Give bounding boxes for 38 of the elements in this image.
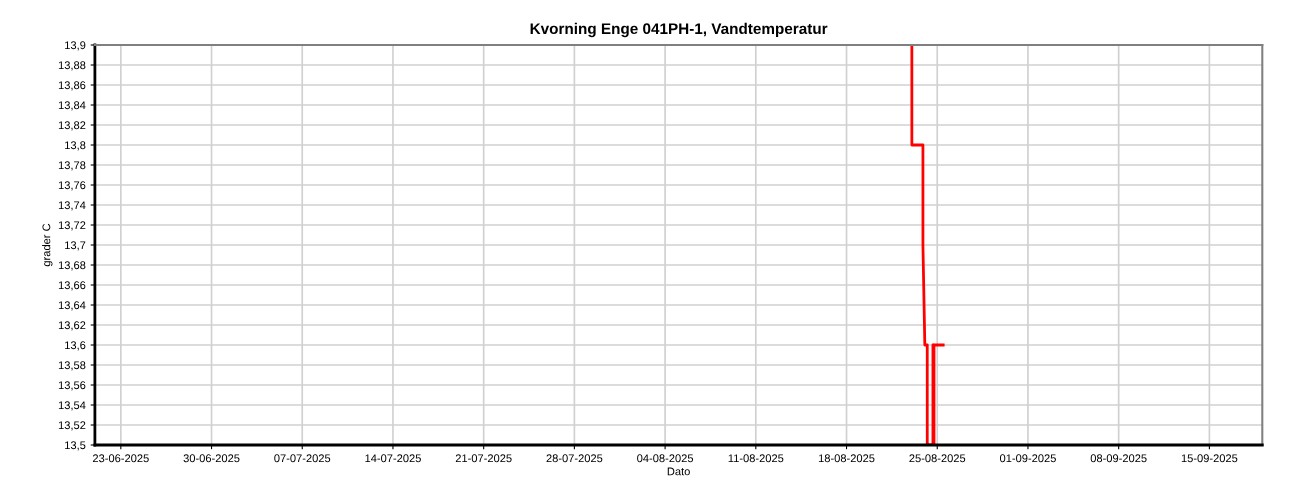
y-tick-label: 13,58 — [58, 361, 86, 371]
x-tick-label: 21-07-2025 — [455, 454, 512, 463]
x-tick-label: 14-07-2025 — [365, 454, 421, 463]
y-tick-label: 13,64 — [58, 301, 86, 311]
y-tick-label: 13,82 — [58, 121, 86, 131]
x-tick-label: 01-09-2025 — [999, 454, 1056, 463]
y-tick-label: 13,68 — [58, 261, 86, 271]
x-tick-label: 25-08-2025 — [909, 454, 966, 463]
y-tick-label: 13,54 — [58, 401, 86, 411]
x-tick-label: 11-08-2025 — [728, 454, 784, 463]
y-tick-label: 13,62 — [58, 321, 86, 331]
x-tick-label: 08-09-2025 — [1090, 454, 1147, 463]
y-tick-label: 13,78 — [58, 161, 86, 171]
y-axis-title: grader C — [42, 223, 53, 267]
y-tick-label: 13,86 — [58, 81, 86, 91]
x-tick-label: 28-07-2025 — [546, 454, 603, 463]
y-tick-label: 13,66 — [58, 281, 86, 291]
x-tick-label: 07-07-2025 — [274, 454, 331, 463]
chart-title: Kvorning Enge 041PH-1, Vandtemperatur — [530, 22, 828, 38]
y-tick-label: 13,8 — [65, 141, 86, 151]
y-tick-label: 13,7 — [65, 241, 86, 251]
y-tick-label: 13,56 — [58, 381, 86, 391]
y-tick-label: 13,5 — [65, 441, 86, 451]
y-tick-label: 13,6 — [65, 341, 86, 351]
x-tick-label: 15-09-2025 — [1181, 454, 1238, 463]
x-tick-label: 04-08-2025 — [637, 454, 694, 463]
x-axis-title: Dato — [667, 467, 690, 476]
y-tick-label: 13,72 — [58, 221, 86, 231]
y-tick-label: 13,76 — [58, 181, 86, 191]
y-tick-label: 13,9 — [65, 41, 86, 51]
x-tick-label: 23-06-2025 — [92, 454, 149, 463]
line-series — [910, 45, 945, 445]
y-tick-label: 13,74 — [58, 201, 86, 211]
y-tick-label: 13,52 — [58, 421, 86, 431]
y-tick-label: 13,84 — [58, 101, 86, 111]
x-tick-label: 18-08-2025 — [818, 454, 875, 463]
x-tick-label: 30-06-2025 — [183, 454, 240, 463]
y-tick-label: 13,88 — [58, 61, 86, 71]
